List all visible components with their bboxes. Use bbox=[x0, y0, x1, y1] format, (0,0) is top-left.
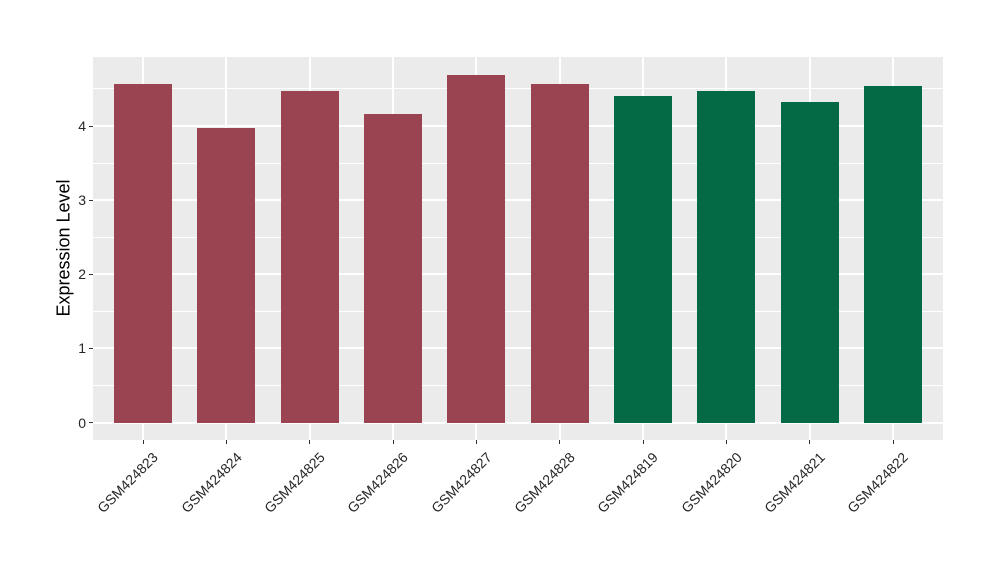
gridline-major bbox=[93, 347, 943, 350]
x-tick-label: GSM424820 bbox=[677, 449, 745, 516]
gridline-major bbox=[93, 273, 943, 276]
x-tick-mark bbox=[392, 440, 394, 444]
bar-GSM424826 bbox=[363, 114, 423, 423]
y-tick-label: 4 bbox=[78, 118, 86, 134]
y-tick-mark bbox=[89, 125, 93, 127]
bar-GSM424819 bbox=[613, 95, 673, 423]
x-tick-label: GSM424826 bbox=[344, 449, 412, 516]
x-tick-label: GSM424828 bbox=[511, 449, 579, 516]
bar-GSM424823 bbox=[113, 83, 173, 423]
x-tick-mark bbox=[725, 440, 727, 444]
x-tick-mark bbox=[475, 440, 477, 444]
y-tick-mark bbox=[89, 199, 93, 201]
y-tick-mark bbox=[89, 347, 93, 349]
gridline-major bbox=[93, 199, 943, 202]
bar-GSM424822 bbox=[863, 85, 923, 423]
bar-GSM424824 bbox=[197, 128, 256, 423]
gridline-minor bbox=[93, 310, 943, 312]
y-tick-label: 1 bbox=[78, 340, 86, 357]
gridline-major bbox=[93, 421, 943, 424]
bar-GSM424827 bbox=[447, 74, 506, 423]
plot-panel bbox=[93, 57, 943, 440]
x-tick-label: GSM424821 bbox=[761, 449, 829, 516]
bar-GSM424820 bbox=[697, 91, 756, 423]
gridline-minor bbox=[93, 162, 943, 164]
y-tick-label: 0 bbox=[78, 414, 86, 431]
y-tick-label: 3 bbox=[78, 192, 86, 209]
x-tick-label: GSM424825 bbox=[261, 449, 329, 516]
y-tick-label: 2 bbox=[78, 266, 86, 283]
x-tick-label: GSM424822 bbox=[844, 449, 912, 516]
x-tick-mark bbox=[225, 440, 227, 444]
gridline-minor bbox=[93, 385, 943, 386]
x-tick-label: GSM424824 bbox=[177, 449, 245, 516]
gridline-minor bbox=[93, 88, 943, 90]
x-tick-mark bbox=[142, 440, 144, 444]
x-tick-mark bbox=[642, 440, 644, 444]
x-tick-label: GSM424823 bbox=[94, 449, 162, 516]
y-tick-mark bbox=[89, 273, 93, 275]
x-tick-label: GSM424819 bbox=[594, 449, 662, 516]
x-tick-mark bbox=[309, 440, 311, 444]
x-tick-mark bbox=[809, 440, 811, 444]
x-tick-mark bbox=[559, 440, 561, 444]
gridline-minor bbox=[93, 236, 943, 238]
bar-GSM424825 bbox=[280, 91, 339, 423]
x-tick-label: GSM424827 bbox=[427, 449, 495, 516]
y-tick-mark bbox=[89, 422, 93, 424]
bar-GSM424828 bbox=[530, 83, 589, 423]
gridline-major bbox=[93, 125, 943, 127]
x-tick-mark bbox=[892, 440, 894, 444]
bar-GSM424821 bbox=[780, 101, 839, 423]
